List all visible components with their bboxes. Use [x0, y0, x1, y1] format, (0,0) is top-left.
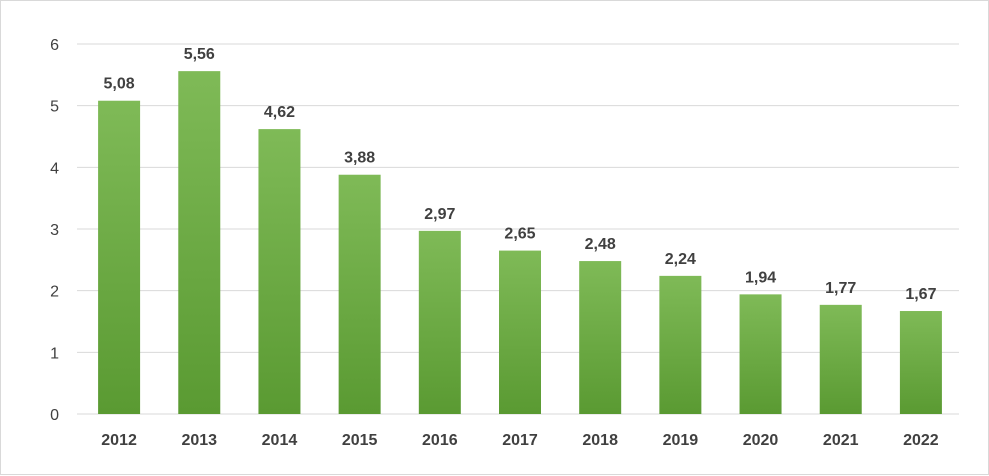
y-tick-label: 6 [50, 37, 59, 54]
bar-2022 [899, 311, 942, 414]
data-label-2015: 3,88 [344, 150, 375, 167]
data-label-2020: 1,94 [745, 269, 776, 286]
bars [98, 71, 942, 414]
x-tick-label-2014: 2014 [262, 432, 298, 449]
bar-2021 [819, 304, 862, 414]
bar-2015 [338, 174, 381, 414]
x-tick-label-2019: 2019 [663, 432, 699, 449]
data-label-2016: 2,97 [424, 206, 455, 223]
x-tick-label-2012: 2012 [101, 432, 137, 449]
x-tick-label-2021: 2021 [823, 432, 859, 449]
y-tick-label: 3 [50, 222, 59, 239]
x-tick-label-2016: 2016 [422, 432, 458, 449]
bar-2012 [98, 100, 141, 414]
bar-2020 [739, 294, 782, 414]
x-tick-label-2013: 2013 [181, 432, 217, 449]
y-tick-label: 2 [50, 284, 59, 301]
x-tick-label-2020: 2020 [743, 432, 779, 449]
data-label-2013: 5,56 [184, 46, 215, 63]
bar-2014 [258, 129, 301, 414]
y-tick-label: 1 [50, 345, 59, 362]
data-label-2018: 2,48 [585, 236, 616, 253]
y-tick-label: 0 [50, 407, 59, 424]
x-tick-label-2017: 2017 [502, 432, 538, 449]
bar-2016 [418, 230, 461, 414]
y-tick-label: 5 [50, 99, 59, 116]
y-axis-ticks: 0 1 2 3 4 5 6 [50, 37, 59, 424]
y-tick-label: 4 [50, 160, 59, 177]
data-label-2012: 5,08 [104, 76, 135, 93]
bar-2013 [178, 71, 221, 414]
data-label-2022: 1,67 [905, 286, 936, 303]
data-label-2019: 2,24 [665, 251, 696, 268]
data-label-2014: 4,62 [264, 104, 295, 121]
data-label-2017: 2,65 [504, 226, 535, 243]
bar-2018 [579, 261, 622, 414]
x-axis-ticks: 2012 2013 2014 2015 2016 2017 2018 2019 2020 2021… [101, 432, 939, 449]
x-tick-label-2022: 2022 [903, 432, 939, 449]
data-label-2021: 1,77 [825, 280, 856, 297]
data-labels: 5,08 5,56 4,62 3,88 2,97 2,65 2,48 2,24 1,94 1,77… [104, 46, 937, 303]
x-tick-label-2015: 2015 [342, 432, 378, 449]
x-tick-label-2018: 2018 [582, 432, 618, 449]
bar-2019 [659, 275, 702, 414]
bar-2017 [499, 250, 541, 414]
